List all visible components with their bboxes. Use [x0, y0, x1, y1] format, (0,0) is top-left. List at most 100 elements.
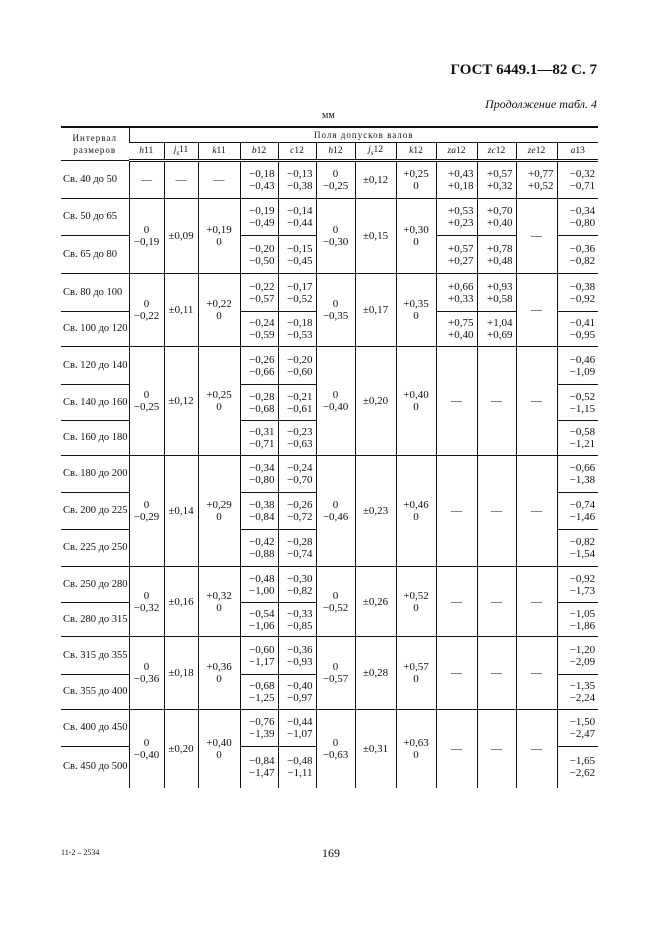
- cell-value: −0,14: [287, 205, 313, 217]
- cell-value: +0,19: [206, 224, 232, 236]
- cell-value: −1,54: [569, 548, 596, 560]
- cell-value: +0,93: [487, 280, 513, 293]
- cell-value: −0,36: [133, 673, 160, 685]
- cell-ze12: —: [515, 198, 557, 274]
- cell-value: +0,23: [448, 217, 474, 229]
- cell-c12: −0,14 −0,44: [277, 198, 316, 236]
- cell-k11: +0,29 0: [197, 455, 240, 567]
- column-letter: k: [409, 146, 414, 156]
- cell-value: −0,61: [287, 402, 313, 415]
- cell-value: 0: [143, 736, 150, 749]
- cell-za12: +0,43 +0,18: [435, 160, 477, 199]
- cell-value: —: [491, 505, 502, 517]
- cell-h11: —: [128, 160, 164, 199]
- cell-value: −0,74: [569, 499, 596, 511]
- cell-zc12: +0,57 +0,32: [476, 160, 516, 199]
- cell-value: +0,70: [487, 205, 513, 217]
- cell-value: −0,32: [133, 601, 160, 614]
- cell-value: −0,46: [322, 511, 349, 523]
- cell-value: −1,73: [569, 584, 596, 597]
- cell-value: −1,25: [249, 692, 275, 704]
- column-header-c12: c12: [277, 142, 316, 162]
- cell-value: −0,20: [287, 353, 313, 366]
- cell-value: −0,60: [287, 365, 313, 378]
- cell-value: −0,18: [249, 168, 275, 180]
- cell-js11: ±0,12: [163, 346, 198, 456]
- cell-js11: —: [163, 160, 198, 199]
- cell-value: 0: [143, 499, 150, 511]
- cell-k12: +0,40 0: [395, 346, 436, 456]
- cell-value: —: [451, 505, 462, 517]
- table-row: Св. 180 до 200 0 −0,29 ±0,14 +0,29 0 −0,34 −0,8…: [61, 455, 599, 567]
- cell-value: +0,27: [448, 254, 474, 267]
- print-code: 11-2 – 2534: [61, 848, 100, 857]
- column-subscript: s: [370, 148, 374, 157]
- cell-zc12: —: [476, 709, 516, 788]
- cell-value: −0,21: [287, 390, 313, 403]
- cell-value: −1,15: [569, 402, 596, 415]
- cell-value: +0,57: [487, 168, 513, 180]
- cell-za12: —: [435, 346, 477, 456]
- cell-js11: ±0,18: [163, 636, 198, 710]
- cell-zc12: +0,78 +0,48: [476, 235, 516, 274]
- size-interval-cell: Св. 140 до 160: [61, 384, 129, 421]
- cell-c12: −0,26 −0,72: [277, 492, 316, 530]
- cell-value: +0,36: [206, 661, 232, 673]
- cell-value: −0,31: [249, 426, 275, 438]
- cell-value: —: [491, 395, 502, 407]
- size-interval-cell: Св. 250 до 280: [61, 566, 129, 603]
- cell-value: −2,09: [569, 655, 596, 668]
- cell-b12: −0,31 −0,71: [239, 420, 278, 456]
- cell-value: ±0,23: [362, 505, 389, 517]
- cell-value: −0,30: [287, 572, 313, 585]
- cell-value: ±0,17: [362, 304, 389, 316]
- column-number: 13: [575, 146, 585, 156]
- cell-value: ±0,12: [362, 174, 389, 186]
- cell-js12: ±0,20: [354, 346, 396, 456]
- cell-a13: −0,74 −1,46: [556, 492, 599, 530]
- column-header-h11: h11: [129, 142, 164, 162]
- cell-value: −1,11: [287, 767, 313, 780]
- cell-h11: 0 −0,40: [128, 709, 164, 788]
- cell-value: —: [531, 395, 542, 407]
- cell-value: −0,32: [569, 168, 596, 180]
- cell-value: −0,84: [249, 511, 275, 523]
- column-number: 12: [256, 146, 267, 156]
- cell-value: −0,44: [287, 716, 313, 728]
- cell-ze12: —: [515, 273, 557, 347]
- column-header-a13: a13: [556, 142, 599, 162]
- cell-za12: —: [435, 636, 477, 710]
- cell-value: −0,57: [322, 673, 349, 685]
- cell-value: 0: [332, 661, 339, 673]
- cell-b12: −0,20 −0,50: [239, 235, 278, 274]
- column-header-k12: k12: [395, 142, 436, 162]
- cell-value: −0,92: [569, 572, 596, 585]
- cell-value: −1,35: [569, 680, 596, 692]
- cell-value: −1,86: [569, 619, 596, 632]
- column-letter: j: [173, 144, 177, 155]
- cell-value: +0,52: [403, 589, 429, 602]
- cell-value: 0: [413, 673, 419, 685]
- cell-value: −0,34: [249, 462, 275, 474]
- cell-k11: +0,36 0: [197, 636, 240, 710]
- cell-value: +1,04: [487, 317, 513, 329]
- cell-value: 0: [413, 511, 419, 523]
- tolerance-fields-header: Поля допусков валов: [128, 126, 599, 143]
- cell-a13: −1,65 −2,62: [556, 746, 599, 788]
- cell-value: −0,68: [249, 402, 275, 415]
- tolerance-table: Интервал размеров Поля допусков валов h1…: [61, 126, 599, 788]
- table-row: Св. 120 до 140 0 −0,25 ±0,12 +0,25 0 −0,26 −0,6…: [61, 346, 599, 456]
- cell-b12: −0,84 −1,47: [239, 746, 278, 788]
- cell-k12: +0,46 0: [395, 455, 436, 567]
- cell-js11: ±0,11: [163, 273, 198, 347]
- cell-value: +0,53: [448, 205, 474, 217]
- table-row: Св. 225 до 250 −0,42 −0,88 −0,28 −0,74 −0,82−…: [61, 529, 599, 567]
- cell-ze12: —: [515, 566, 557, 637]
- column-header-h12: h12: [315, 142, 355, 162]
- cell-value: −0,72: [287, 511, 313, 523]
- cell-value: −0,19: [249, 205, 275, 217]
- cell-value: −0,24: [249, 317, 275, 329]
- cell-value: +0,57: [448, 242, 474, 255]
- cell-value: +0,25: [403, 168, 429, 180]
- cell-c12: −0,40 −0,97: [277, 674, 316, 710]
